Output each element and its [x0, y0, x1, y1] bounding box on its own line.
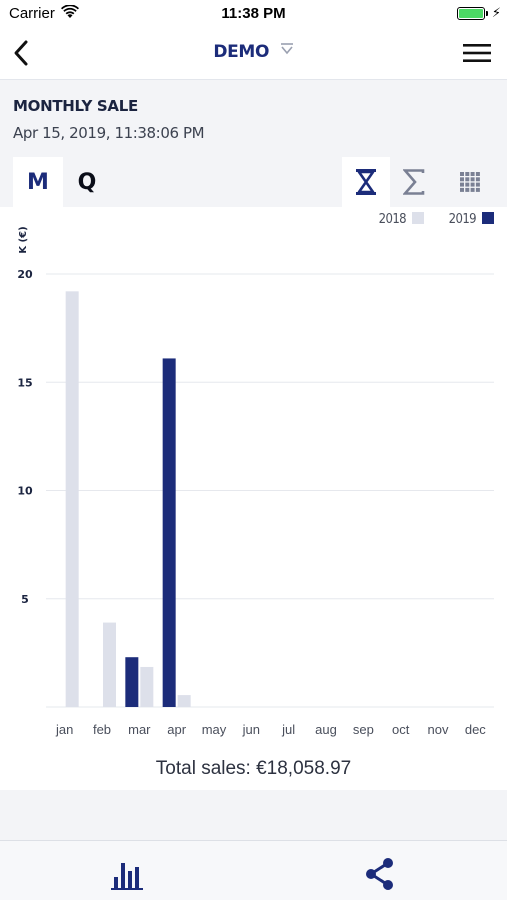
x-tick-label: dec	[465, 722, 486, 737]
monthly-sales-chart: K (€) 5 10 15 20 jan feb mar apr may jun jul aug sep o…	[17, 212, 494, 737]
x-tick-label: jun	[242, 722, 260, 737]
y-tick-label: 15	[17, 376, 32, 389]
grid-cell	[475, 187, 480, 192]
y-tick-label: 5	[21, 593, 29, 606]
legend-label-2018: 2018	[379, 212, 407, 227]
bar-chart-icon[interactable]	[110, 857, 144, 891]
y-tick-label: 20	[17, 268, 33, 281]
mode-table-button[interactable]	[446, 157, 494, 207]
bar-2018-mar	[140, 666, 154, 707]
status-bar: Carrier 11:38 PM ⚡︎	[0, 0, 507, 28]
grid-cell	[475, 177, 480, 182]
nav-title[interactable]: DEMO	[213, 42, 270, 62]
grid-cell	[465, 177, 470, 182]
bar-2018-feb	[103, 622, 116, 707]
sigma-icon	[403, 169, 425, 195]
hamburger-menu-icon[interactable]	[463, 44, 491, 62]
grid-icon	[460, 172, 480, 192]
charging-bolt-icon: ⚡︎	[491, 5, 501, 20]
y-tick-label: 10	[17, 485, 33, 498]
x-tick-label: may	[202, 722, 227, 737]
total-sales: Total sales: €18,058.97	[155, 758, 352, 779]
navigation-bar: DEMO	[0, 28, 507, 80]
hourglass-icon	[356, 169, 376, 195]
caret-down-icon[interactable]	[280, 43, 294, 55]
grid-cell	[470, 182, 475, 187]
x-tick-label: mar	[128, 722, 151, 737]
grid-cell	[460, 172, 464, 176]
mode-hourglass-button[interactable]	[342, 157, 390, 207]
chevron-left-icon[interactable]	[10, 38, 34, 68]
grid-cell	[460, 187, 464, 192]
tab-monthly-label: M	[27, 169, 49, 195]
x-tick-label: nov	[428, 722, 449, 737]
page-date: Apr 15, 2019, 11:38:06 PM	[13, 124, 205, 142]
chart-area: K (€) 5 10 15 20 jan feb mar apr may jun jul aug sep o…	[0, 207, 507, 790]
grid-cell	[460, 177, 464, 182]
tab-quarterly-label: Q	[77, 169, 97, 195]
x-tick-label: jan	[55, 722, 73, 737]
grid-cell	[475, 172, 480, 176]
bottom-toolbar	[0, 840, 507, 900]
y-axis-label: K (€)	[18, 226, 29, 253]
grid-cell	[470, 172, 475, 176]
legend-swatch-2019	[482, 212, 494, 224]
grid-cell	[460, 182, 464, 187]
grid-cell	[475, 182, 480, 187]
status-time: 11:38 PM	[221, 5, 286, 22]
grid-cell	[470, 187, 475, 192]
nav-title-dropdown[interactable]: DEMO	[0, 42, 507, 62]
carrier-label: Carrier	[9, 5, 55, 22]
tab-quarterly[interactable]: Q	[63, 157, 111, 207]
x-tick-label: jul	[281, 722, 295, 737]
battery-tip	[486, 11, 488, 16]
share-icon[interactable]	[363, 857, 397, 891]
x-tick-label: sep	[353, 722, 374, 737]
legend-swatch-2018	[412, 212, 424, 224]
bar-2019-mar	[125, 657, 139, 707]
grid-cell	[470, 177, 475, 182]
page-title: MONTHLY SALE	[13, 97, 138, 115]
tab-monthly[interactable]: M	[13, 157, 63, 207]
legend-label-2019: 2019	[449, 212, 477, 227]
wifi-icon	[61, 5, 79, 18]
bar-2018-apr	[177, 695, 191, 707]
battery-icon	[457, 7, 485, 20]
x-tick-label: feb	[93, 722, 111, 737]
x-tick-label: apr	[167, 722, 186, 737]
bar-2018-jan	[65, 291, 79, 707]
x-tick-label: aug	[315, 722, 337, 737]
grid-cell	[465, 187, 470, 192]
bar-2019-apr	[162, 358, 176, 707]
grid-cell	[465, 182, 470, 187]
grid-cell	[465, 172, 470, 176]
x-tick-label: oct	[392, 722, 410, 737]
mode-sum-button[interactable]	[390, 157, 438, 207]
